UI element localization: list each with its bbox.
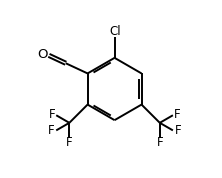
Text: O: O xyxy=(37,48,48,61)
Text: F: F xyxy=(157,137,163,150)
Text: Cl: Cl xyxy=(110,25,121,38)
Text: F: F xyxy=(48,124,55,137)
Text: F: F xyxy=(66,137,73,150)
Text: F: F xyxy=(174,124,181,137)
Text: F: F xyxy=(174,108,181,121)
Text: F: F xyxy=(48,108,55,121)
